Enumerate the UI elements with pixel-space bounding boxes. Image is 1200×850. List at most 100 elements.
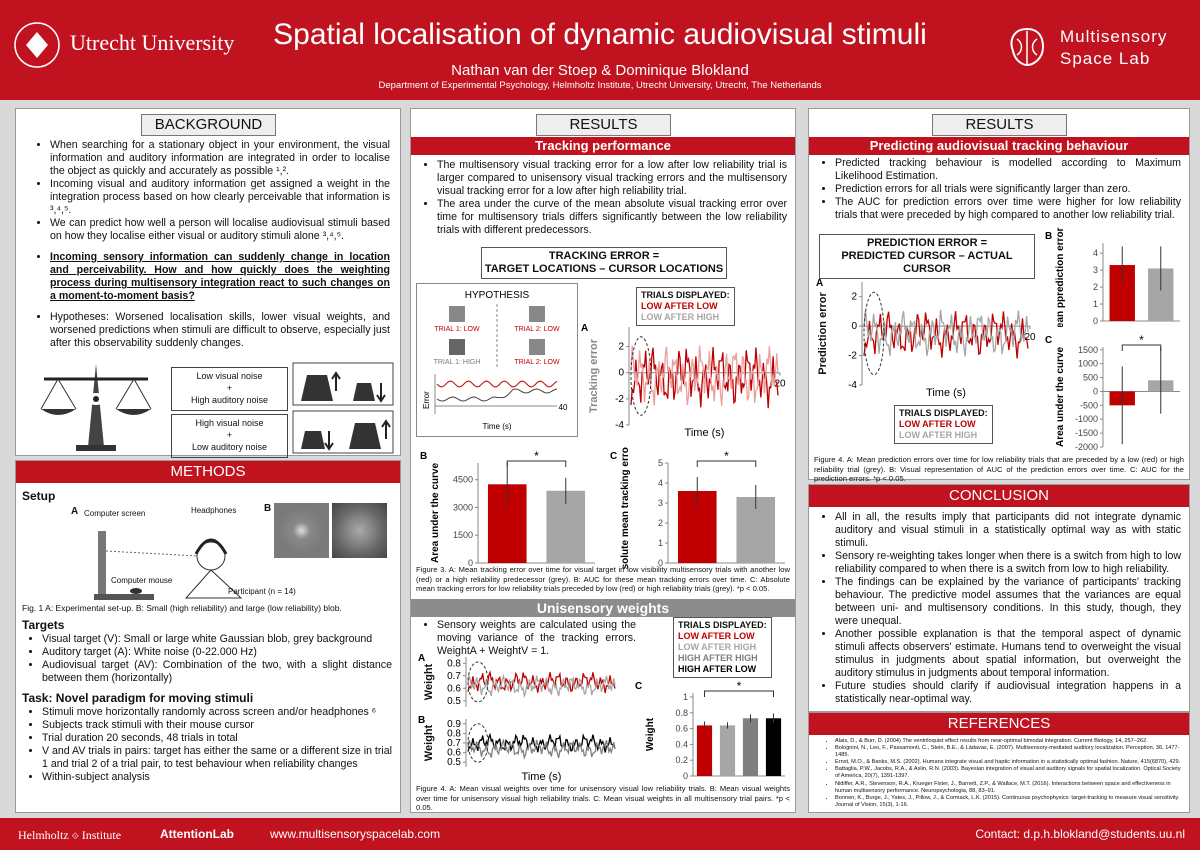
condition-text: High visual noise	[195, 418, 264, 428]
decoration	[94, 594, 154, 600]
y-axis-label: Prediction error	[817, 292, 829, 375]
y-tick-label: 0	[658, 558, 663, 568]
y-tick-label: 0	[468, 558, 473, 568]
stimulus	[449, 306, 465, 322]
legend-title: TRIALS DISPLAYED:	[678, 620, 767, 630]
decoration	[93, 396, 99, 402]
condition-text: +	[226, 383, 233, 393]
bullet-list: All in all, the results imply that parti…	[809, 511, 1181, 706]
hypothesis-figure: HYPOTHESIS TRIAL 1: LOW TRIAL 2: LOW TRIAL …	[416, 283, 578, 437]
stimulus	[529, 306, 545, 322]
y-tick-label: 0	[1093, 316, 1098, 326]
y-tick-label: 2	[851, 292, 857, 303]
decoration	[1016, 31, 1038, 65]
equation-line: TARGET LOCATIONS – CURSOR LOCATIONS	[484, 263, 724, 275]
stimulus	[449, 339, 465, 355]
header: Utrecht University Spatial localisation …	[0, 0, 1200, 100]
legend-entry: LOW AFTER LOW	[678, 631, 755, 641]
section-heading: CONCLUSION	[809, 485, 1189, 507]
y-tick-label: 1	[683, 692, 688, 702]
significance-bracket	[1121, 344, 1162, 351]
significance-bracket	[704, 690, 774, 697]
y-tick-label: 0.5	[447, 696, 461, 707]
bullet: Sensory re-weighting takes longer when t…	[835, 550, 1181, 576]
university: Utrecht University	[70, 30, 235, 55]
panel-label: B	[420, 451, 427, 462]
panel-label: C	[610, 451, 617, 462]
section-heading: METHODS	[16, 461, 400, 483]
y-tick-label: 0.6	[675, 724, 688, 734]
decoration	[98, 531, 106, 596]
y-tick-label: -2000	[1075, 442, 1098, 452]
logo-text: Helmholtz	[18, 828, 69, 842]
caption: Fig. 1 A: Experimental set-up. B: Small …	[22, 603, 342, 613]
y-axis-label: Weight	[423, 663, 435, 700]
significance: *	[737, 679, 742, 693]
panel-label: A	[71, 506, 79, 517]
y-tick-label: -4	[615, 420, 624, 431]
y-tick-label: 0.5	[447, 757, 461, 768]
bar	[719, 725, 736, 776]
y-axis-label: Weight	[423, 724, 435, 761]
title: Spatial localisation of dynamic audiovis…	[273, 18, 927, 51]
x-tick-label: 40	[559, 403, 568, 412]
y-tick-label: 5	[658, 458, 663, 468]
references-panel: REFERENCES Alais, D., & Burr, D. (2004) …	[808, 712, 1190, 813]
bullet-list: Sensory weights are calculated using the…	[411, 619, 636, 658]
bar	[696, 725, 713, 776]
caption: Figure 3. A: Mean tracking error over ti…	[416, 565, 790, 593]
y-tick-label: 0	[851, 321, 857, 332]
bullet: Incoming visual and auditory information…	[50, 178, 390, 217]
bullet-list: Predicted tracking behaviour is modelled…	[809, 157, 1181, 222]
y-tick-label: 2	[618, 342, 624, 353]
footer: Helmholtz ⟐ Institute AttentionLab www.m…	[0, 818, 1200, 850]
y-tick-label: 4	[658, 478, 663, 488]
hypothesis-trace	[436, 388, 558, 402]
bullet: Sensory weights are calculated using the…	[437, 619, 636, 658]
y-tick-label: 0	[683, 771, 688, 781]
trace	[467, 732, 616, 753]
bullet: Trial duration 20 seconds, 48 trials in …	[42, 732, 392, 745]
bullet: Alais, D., & Burr, D. (2004) The ventril…	[835, 738, 1181, 745]
y-tick-label: 0.4	[675, 739, 688, 749]
y-tick-label: 0.9	[447, 719, 461, 730]
legend-entry: LOW AFTER LOW	[641, 301, 718, 311]
decoration	[76, 445, 116, 451]
trace	[863, 309, 1029, 357]
y-tick-label: 0.2	[675, 755, 688, 765]
caption: Figure 4. A: Mean visual weights over ti…	[416, 784, 790, 812]
contact: Contact: d.p.h.blokland@students.uu.nl	[975, 827, 1185, 841]
equation-line: PREDICTION ERROR =	[866, 237, 988, 249]
bar	[765, 718, 782, 776]
prediction-text: Predicted tracking behaviour is modelled…	[809, 157, 1181, 222]
legend-entry: LOW AFTER LOW	[899, 419, 976, 429]
decoration	[41, 409, 151, 415]
y-tick-label: 4500	[453, 475, 473, 485]
panel-label: A	[581, 323, 588, 334]
y-tick-label: 0	[618, 368, 624, 379]
bullet: The multisensory visual tracking error f…	[437, 159, 787, 198]
decoration	[301, 375, 333, 401]
bullet: Predicted tracking behaviour is modelled…	[835, 157, 1181, 183]
y-tick-label: -1000	[1075, 414, 1098, 424]
x-axis-label: Time (s)	[522, 771, 562, 783]
decoration	[184, 569, 243, 599]
background-text: When searching for a stationary object i…	[24, 139, 390, 350]
y-tick-label: -1500	[1075, 428, 1098, 438]
legend-entry: LOW AFTER HIGH	[678, 642, 757, 652]
decoration	[14, 22, 60, 68]
y-tick-label: 1500	[453, 530, 473, 540]
large-blob	[332, 503, 387, 558]
bullet: Subjects track stimuli with their mouse …	[42, 719, 392, 732]
decoration	[105, 550, 199, 557]
bullet: We can predict how well a person will lo…	[50, 217, 390, 243]
y-axis-label: Error	[422, 391, 431, 409]
bar-chart: C Absolute mean tracking error 0 1 2 3 4 5 *	[610, 447, 785, 569]
condition-text: Low visual noise	[196, 371, 263, 381]
significance: *	[534, 449, 539, 463]
highlight	[630, 336, 652, 416]
targets: Visual target (V): Small or large white …	[16, 633, 392, 685]
background-panel: BACKGROUND When searching for a stationa…	[15, 108, 401, 458]
